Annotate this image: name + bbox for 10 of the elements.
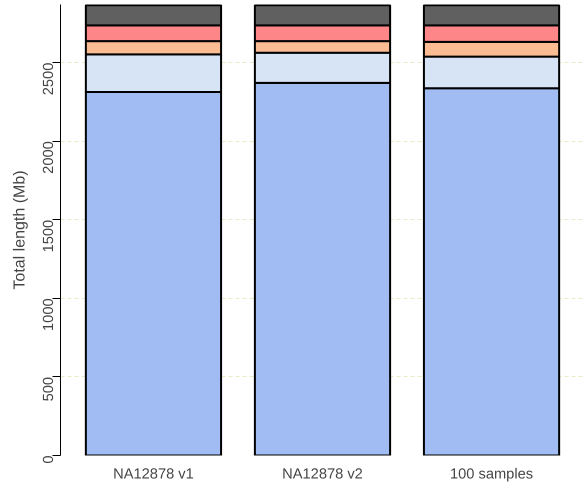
y-tick-label: 0 (41, 455, 57, 464)
y-tick-label: 1000 (41, 298, 57, 331)
y-tick-label: 500 (41, 376, 57, 402)
y-tick-label: 2000 (41, 141, 57, 174)
y-tick-label: 2500 (41, 62, 57, 96)
y-tick-label: 1500 (41, 220, 57, 252)
x-tick-label: 100 samples (450, 466, 534, 482)
y-axis-title: Total length (Mb) (12, 170, 28, 290)
x-tick-label: NA12878 v1 (113, 466, 194, 482)
x-tick-label: NA12878 v2 (282, 466, 363, 482)
